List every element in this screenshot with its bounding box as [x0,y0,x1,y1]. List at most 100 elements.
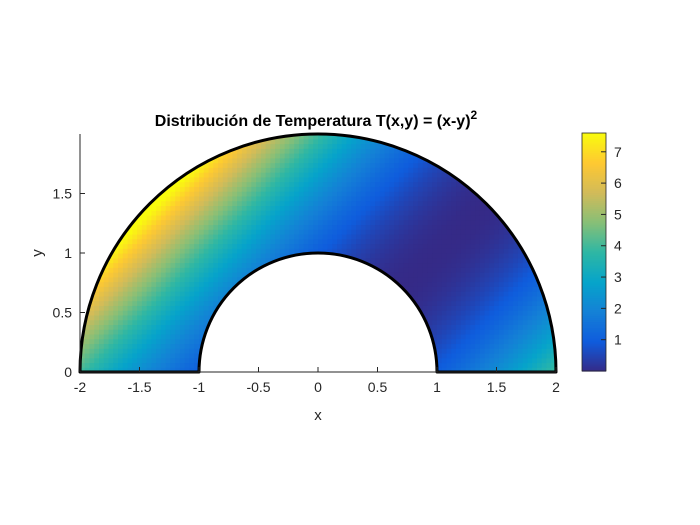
field-cell [327,167,333,173]
field-cell [470,357,476,364]
field-cell [213,257,219,264]
field-cell [475,272,481,278]
colorbar-swatch [582,341,606,344]
field-cell [194,314,200,321]
field-cell [232,172,238,178]
field-cell [99,357,105,364]
field-cell [275,181,281,187]
field-cell [113,295,119,302]
field-cell [222,205,229,211]
field-cell [456,272,462,278]
field-cell [360,157,367,164]
field-cell [456,324,462,330]
field-cell [160,191,167,197]
field-cell [184,295,191,302]
field-cell [517,253,524,259]
field-cell [446,210,452,216]
field-cell [446,291,452,297]
field-cell [194,286,200,292]
field-cell [427,272,433,278]
field-cell [356,262,362,268]
field-cell [346,200,352,206]
field-cell [532,338,538,345]
field-cell [456,276,462,283]
field-cell [194,262,200,268]
field-cell [279,167,286,173]
field-cell [475,210,481,216]
field-cell [494,205,500,211]
field-cell [165,291,172,297]
field-cell [189,348,195,354]
field-cell [275,238,281,245]
field-cell [394,195,400,202]
field-cell [137,267,143,273]
field-cell [441,276,448,283]
field-cell [160,333,167,340]
field-cell [489,248,495,254]
field-cell [441,300,448,306]
field-cell [494,295,500,302]
colorbar-swatch [582,140,606,144]
field-cell [313,248,319,254]
field-cell [484,272,490,278]
field-cell [146,272,152,278]
field-cell [413,310,419,316]
field-cell [398,214,405,221]
field-cell [227,167,233,173]
field-cell [237,200,243,206]
field-cell [437,224,443,230]
field-cell [279,248,286,254]
field-cell [189,305,195,311]
field-cell [256,243,262,249]
field-cell [422,333,429,340]
field-cell [389,191,395,197]
field-cell [94,314,100,321]
field-cell [199,310,205,316]
field-cell [346,181,352,187]
field-cell [527,248,533,254]
field-cell [427,324,433,330]
field-cell [222,200,229,206]
field-cell [313,143,319,149]
field-cell [189,324,195,330]
field-cell [408,286,414,292]
field-cell [322,214,329,221]
colorbar-swatch [582,261,606,265]
field-cell [260,148,267,154]
field-cell [427,219,433,226]
field-cell [265,200,271,206]
field-cell [308,248,314,254]
field-cell [384,243,390,249]
field-cell [227,219,233,226]
field-cell [351,233,357,240]
y-axis-label: y [29,249,46,257]
colorbar-swatch [582,277,606,281]
field-cell [113,329,119,335]
field-cell [213,262,219,268]
field-cell [541,319,548,325]
field-cell [194,367,200,372]
field-cell [179,300,186,306]
field-cell [432,210,438,216]
field-cell [303,257,310,264]
field-cell [337,148,343,154]
field-cell [156,200,162,206]
field-cell [275,176,281,183]
field-cell [475,276,481,283]
field-cell [456,191,462,197]
field-cell [137,233,143,240]
field-cell [508,233,514,240]
field-cell [327,138,333,145]
field-cell [99,348,105,354]
field-cell [456,253,462,259]
field-cell [218,162,224,168]
field-cell [341,186,348,192]
field-cell [170,352,176,359]
field-cell [456,267,462,273]
field-cell [179,367,186,372]
field-cell [527,367,533,372]
field-cell [170,238,176,245]
field-cell [94,362,100,368]
field-cell [394,186,400,192]
field-cell [118,248,124,254]
